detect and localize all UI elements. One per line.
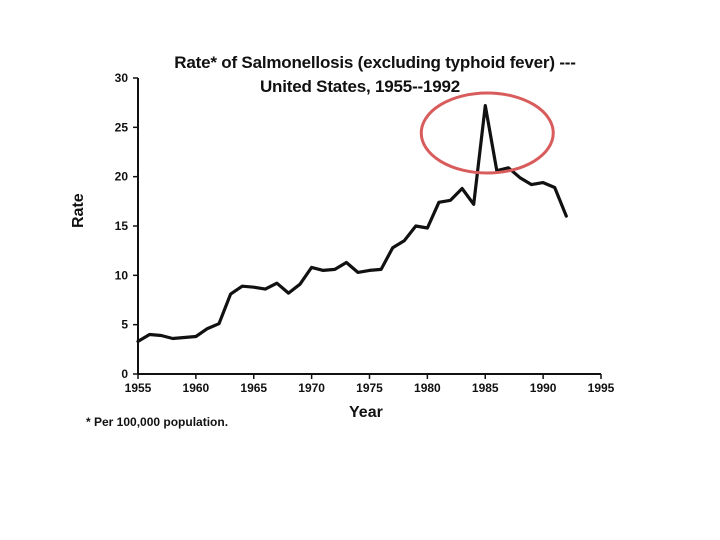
- x-tick-label: 1995: [588, 381, 615, 395]
- x-tick-label: 1975: [356, 381, 383, 395]
- y-tick-label: 15: [115, 219, 129, 233]
- y-tick-label: 0: [121, 367, 128, 381]
- x-tick-label: 1955: [125, 381, 152, 395]
- series-line: [136, 103, 568, 343]
- y-tick-label: 10: [115, 268, 129, 282]
- y-tick-label: 5: [121, 318, 128, 332]
- y-axis-label: Rate: [70, 193, 87, 228]
- x-tick-label: 1990: [530, 381, 557, 395]
- footnote: * Per 100,000 population.: [86, 415, 229, 429]
- x-tick-label: 1980: [414, 381, 441, 395]
- annotation-circle: [419, 91, 555, 175]
- x-tick-label: 1960: [183, 381, 210, 395]
- x-tick-label: 1985: [472, 381, 499, 395]
- x-axis-label: Year: [349, 404, 383, 421]
- x-tick-label: 1970: [298, 381, 325, 395]
- y-tick-label: 20: [115, 170, 129, 184]
- chart-title-line1: Rate* of Salmonellosis (excluding typhoi…: [174, 53, 576, 72]
- y-tick-label: 25: [115, 120, 129, 134]
- y-tick-label: 30: [115, 71, 129, 85]
- x-tick-label: 1965: [240, 381, 267, 395]
- chart-title-line2: United States, 1955--1992: [259, 77, 461, 96]
